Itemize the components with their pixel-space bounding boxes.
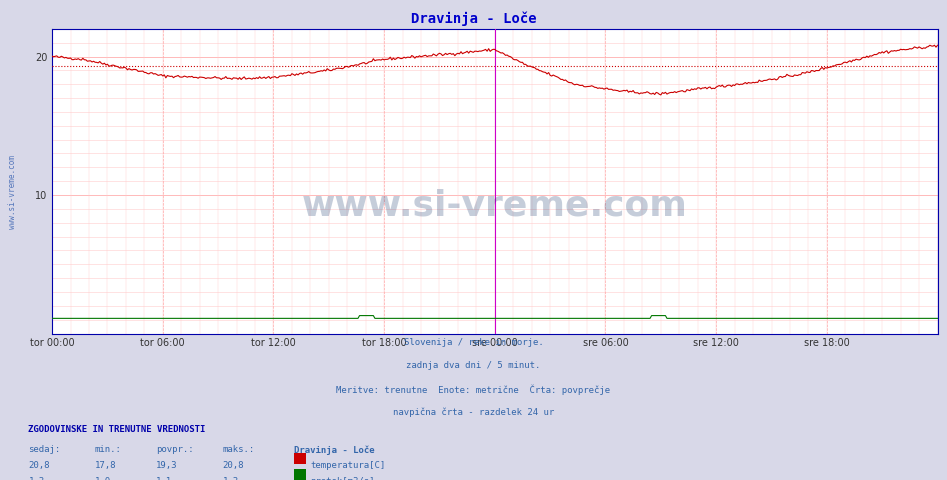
Text: 1,3: 1,3	[223, 477, 239, 480]
Text: Meritve: trenutne  Enote: metrične  Črta: povprečje: Meritve: trenutne Enote: metrične Črta: …	[336, 384, 611, 395]
Text: sedaj:: sedaj:	[28, 445, 61, 455]
Text: Slovenija / reke in morje.: Slovenija / reke in morje.	[403, 338, 544, 348]
Text: 17,8: 17,8	[95, 461, 116, 470]
Text: www.si-vreme.com: www.si-vreme.com	[302, 189, 688, 223]
Text: www.si-vreme.com: www.si-vreme.com	[8, 155, 17, 229]
Text: 1,3: 1,3	[28, 477, 45, 480]
Text: 20,8: 20,8	[28, 461, 50, 470]
Text: 1,1: 1,1	[156, 477, 172, 480]
Text: pretok[m3/s]: pretok[m3/s]	[311, 477, 375, 480]
Text: povpr.:: povpr.:	[156, 445, 194, 455]
Text: ZGODOVINSKE IN TRENUTNE VREDNOSTI: ZGODOVINSKE IN TRENUTNE VREDNOSTI	[28, 425, 205, 434]
Text: zadnja dva dni / 5 minut.: zadnja dva dni / 5 minut.	[406, 361, 541, 371]
Text: 19,3: 19,3	[156, 461, 178, 470]
Text: min.:: min.:	[95, 445, 121, 455]
Text: navpična črta - razdelek 24 ur: navpična črta - razdelek 24 ur	[393, 408, 554, 417]
Text: temperatura[C]: temperatura[C]	[311, 461, 385, 470]
Text: Dravinja - Loče: Dravinja - Loče	[294, 445, 374, 455]
Text: Dravinja - Loče: Dravinja - Loče	[411, 12, 536, 26]
Text: 1,0: 1,0	[95, 477, 111, 480]
Text: 20,8: 20,8	[223, 461, 244, 470]
Text: maks.:: maks.:	[223, 445, 255, 455]
